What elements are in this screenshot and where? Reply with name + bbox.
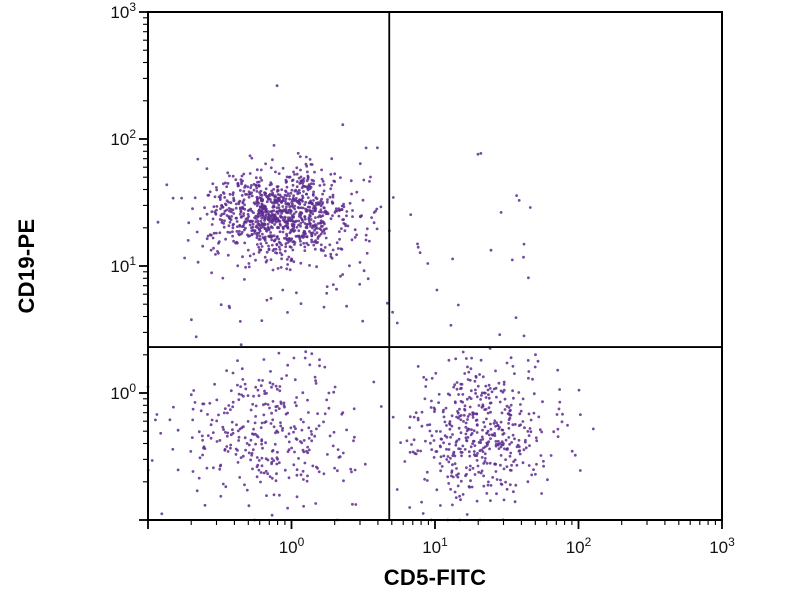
tick-label: 103 <box>709 535 735 557</box>
scatter-points <box>146 84 595 522</box>
tick-label: 101 <box>422 535 448 557</box>
y-axis-title: CD19-PE <box>14 218 39 313</box>
quadrant-gate-lines <box>148 12 722 520</box>
tick-label: 100 <box>279 535 305 557</box>
y-axis-tick-labels: 100 101 102 103 <box>110 0 136 403</box>
plot-generated-layer: 100 101 102 103 100 101 102 103 <box>110 0 735 557</box>
tick-label: 103 <box>110 0 136 22</box>
x-axis-ticks <box>147 520 723 529</box>
tick-label: 102 <box>566 535 592 557</box>
y-axis-ticks <box>139 11 148 521</box>
x-axis-title: CD5-FITC <box>384 565 487 590</box>
x-axis-tick-labels: 100 101 102 103 <box>279 535 735 557</box>
tick-label: 100 <box>110 381 136 403</box>
tick-label: 101 <box>110 254 136 276</box>
plot-frame <box>147 11 723 521</box>
tick-label: 102 <box>110 127 136 149</box>
